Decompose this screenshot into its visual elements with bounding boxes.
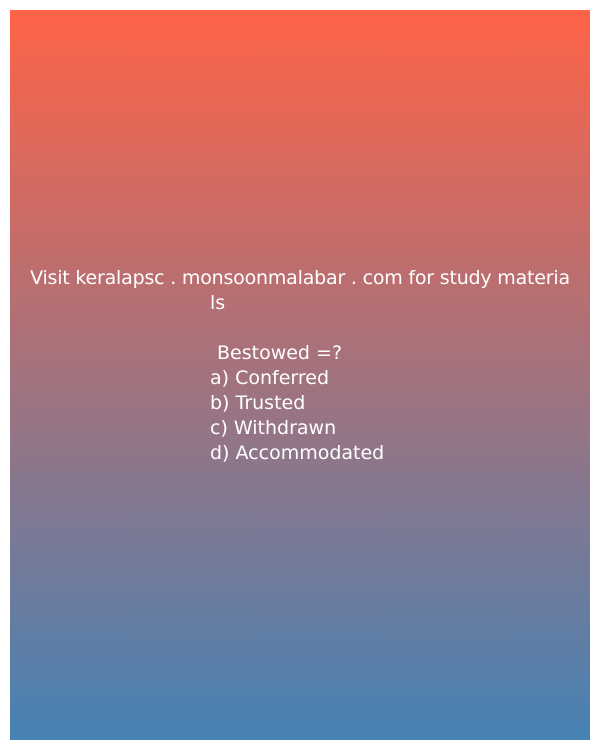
quiz-card: Visit keralapsc . monsoonmalabar . com f…	[10, 10, 590, 740]
question-text: Bestowed =?	[217, 342, 343, 364]
option-c: c) Withdrawn	[210, 417, 337, 439]
option-a: a) Conferred	[210, 367, 330, 389]
question-block: Bestowed =? a) Conferred b) Trusted c) W…	[210, 341, 384, 466]
promo-text-line-2: ls	[210, 292, 226, 314]
option-b: b) Trusted	[210, 392, 306, 414]
option-d: d) Accommodated	[210, 442, 385, 464]
promo-text-line-1: Visit keralapsc . monsoonmalabar . com f…	[30, 267, 570, 289]
